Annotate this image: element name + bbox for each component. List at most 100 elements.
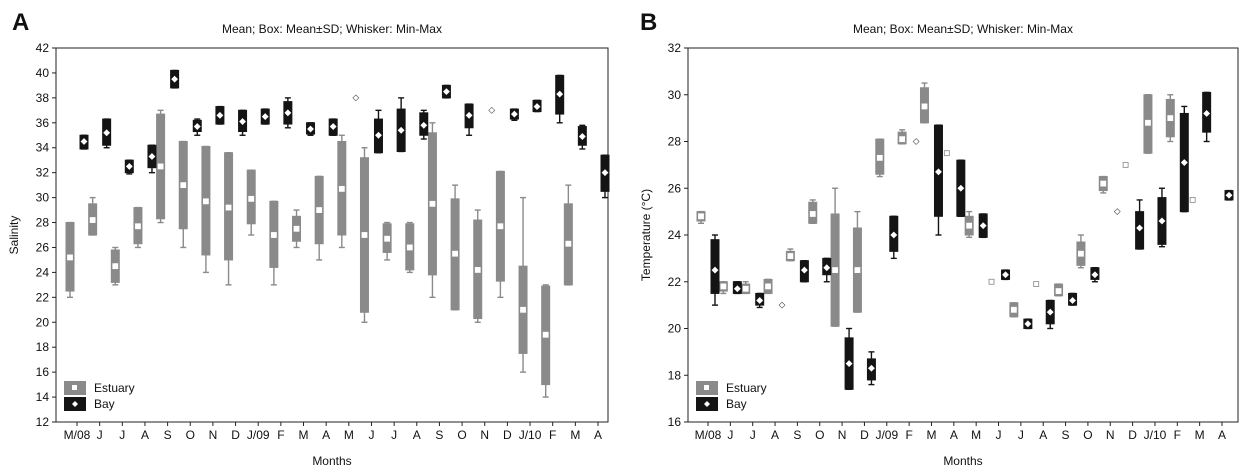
x-axis-label: Months	[312, 454, 351, 468]
mean-marker	[180, 182, 187, 189]
box-bay	[283, 97, 293, 129]
x-tick-label: O	[186, 428, 195, 442]
mean-marker	[578, 133, 586, 140]
mean-marker	[375, 131, 382, 139]
mean-marker	[601, 169, 609, 177]
series-estuary	[65, 109, 573, 398]
y-tick-label: 28	[36, 216, 50, 230]
x-tick-label: J	[750, 428, 756, 442]
mean-marker	[135, 223, 141, 230]
box-bay	[555, 74, 565, 124]
y-tick-label: 28	[668, 135, 682, 149]
mean-marker	[239, 118, 246, 125]
box-bay	[396, 97, 406, 153]
box-estuary	[696, 210, 706, 225]
mean-marker	[733, 285, 741, 293]
x-tick-label: F	[277, 428, 284, 442]
y-tick-label: 16	[668, 415, 682, 429]
x-axis: M/08 J J A S O N D J/09 F M A M J J A S O N D J/10 F M A	[64, 422, 602, 442]
x-tick-label: O	[457, 428, 466, 442]
box-bay	[577, 124, 587, 150]
plot-frame	[55, 47, 609, 423]
box-estuary	[1076, 234, 1086, 269]
y-axis-label: Temperature (°C)	[639, 189, 653, 281]
box-estuary	[178, 140, 188, 249]
x-tick-label: J	[391, 428, 397, 442]
x-tick-label: N	[209, 428, 218, 442]
box-estuary	[337, 134, 347, 249]
y-tick-label: 40	[36, 66, 50, 80]
mean-marker	[943, 150, 950, 157]
x-tick-label: D	[231, 428, 240, 442]
box-estuary	[830, 187, 840, 327]
mean-marker	[800, 266, 808, 274]
mean-marker	[329, 123, 337, 130]
box-estuary	[292, 209, 302, 249]
mean-marker	[1002, 271, 1009, 279]
box-estuary	[65, 221, 75, 299]
mean-marker	[565, 240, 572, 247]
box-bay	[441, 84, 451, 99]
box-estuary	[495, 170, 505, 299]
mean-marker	[293, 225, 300, 232]
y-tick-label: 32	[36, 166, 50, 180]
box-bay	[732, 281, 742, 295]
y-tick-label: 30	[668, 88, 682, 102]
mean-marker	[876, 154, 883, 161]
mean-marker	[868, 364, 875, 372]
mean-marker	[890, 231, 898, 239]
box-bay	[912, 138, 920, 145]
x-tick-label: A	[771, 428, 779, 442]
box-bay	[755, 292, 765, 309]
x-tick-label: F	[905, 428, 912, 442]
sd-box	[710, 239, 720, 294]
box-estuary	[314, 175, 324, 261]
mean-marker	[823, 264, 831, 272]
mean-marker	[988, 278, 995, 285]
mean-marker	[957, 184, 965, 192]
box-estuary	[785, 248, 795, 262]
mean-marker	[443, 88, 450, 96]
box-estuary	[473, 209, 483, 323]
y-tick-label: 30	[36, 191, 50, 205]
mean-marker	[1024, 320, 1032, 328]
mean-marker	[756, 297, 764, 304]
box-bay	[778, 301, 786, 309]
mean-marker	[1122, 161, 1129, 168]
chart-panel-b: B Mean; Box: Mean±SD; Whisker: Min-Max161…	[639, 9, 1239, 468]
mean-marker	[89, 217, 96, 223]
box-bay	[799, 260, 809, 283]
x-tick-label: F	[549, 428, 556, 442]
box-estuary	[875, 138, 885, 178]
mean-marker	[912, 138, 920, 145]
mean-marker	[352, 94, 360, 102]
mean-marker	[510, 110, 518, 118]
box-estuary	[897, 129, 907, 145]
mean-marker	[1113, 208, 1121, 216]
mean-marker	[474, 267, 481, 273]
x-tick-label: S	[1062, 428, 1070, 442]
x-tick-label: A	[141, 428, 149, 442]
y-tick-label: 20	[36, 315, 50, 329]
x-tick-label: J	[97, 428, 103, 442]
mean-marker	[157, 163, 164, 170]
mean-marker	[1180, 159, 1188, 166]
x-tick-label: F	[1174, 428, 1181, 442]
legend-label-bay: Bay	[94, 397, 115, 411]
box-bay	[532, 99, 542, 113]
box-estuary	[541, 284, 551, 398]
series-estuary	[696, 82, 1196, 327]
mean-marker	[429, 200, 436, 207]
box-bay	[1068, 292, 1078, 306]
y-tick-label: 16	[36, 365, 50, 379]
x-tick-label: J/10	[1144, 428, 1167, 442]
mean-marker	[397, 126, 405, 134]
box-bay	[464, 103, 474, 136]
box-bay	[328, 118, 338, 136]
x-tick-label: J	[1018, 428, 1024, 442]
box-estuary	[808, 199, 818, 225]
y-tick-label: 26	[668, 181, 682, 195]
x-tick-label: D	[503, 428, 512, 442]
legend-marker-estuary	[704, 385, 709, 390]
y-tick-label: 12	[36, 415, 50, 429]
